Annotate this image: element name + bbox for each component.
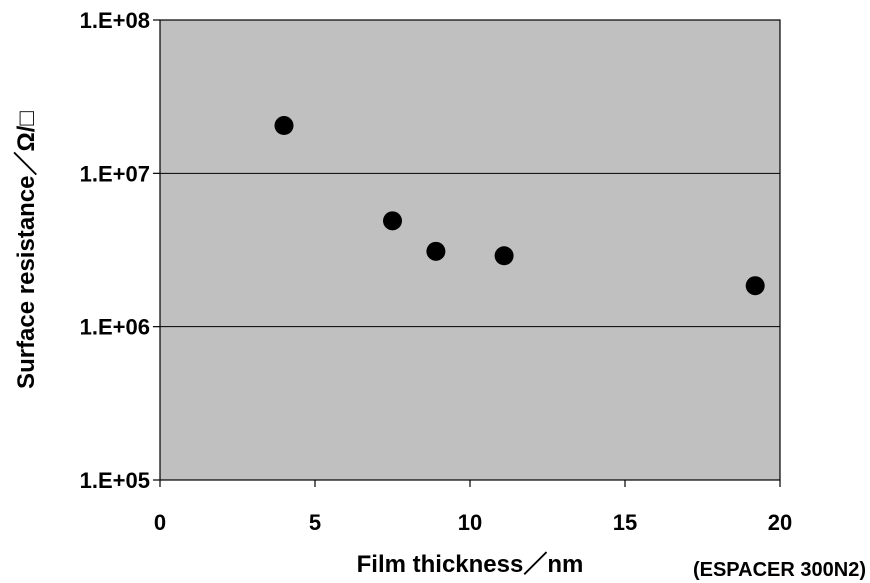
x-tick-label: 20	[768, 510, 792, 535]
data-point	[745, 276, 765, 296]
data-point	[494, 246, 514, 266]
y-axis-ticks: 1.E+05 1.E+06 1.E+07 1.E+08	[80, 8, 160, 493]
data-points	[274, 116, 765, 296]
x-tick-label: 15	[613, 510, 637, 535]
y-axis-title: Surface resistance／Ω/□	[13, 111, 40, 389]
data-point	[426, 241, 446, 261]
y-tick-label: 1.E+06	[80, 315, 150, 340]
x-tick-label: 5	[309, 510, 321, 535]
y-tick-label: 1.E+07	[80, 161, 150, 186]
x-axis-ticks: 0 5 10 15 20	[154, 480, 792, 535]
x-tick-label: 10	[458, 510, 482, 535]
y-tick-label: 1.E+08	[80, 8, 150, 33]
y-tick-label: 1.E+05	[80, 468, 150, 493]
plot-border	[159, 19, 781, 481]
grid-lines	[160, 172, 780, 328]
data-point	[274, 116, 294, 136]
x-tick-label: 0	[154, 510, 166, 535]
data-point	[383, 211, 402, 231]
chart-annotation: (ESPACER 300N2)	[693, 559, 866, 581]
plot-area	[160, 20, 780, 480]
x-axis-title: Film thickness／nm	[357, 551, 584, 578]
